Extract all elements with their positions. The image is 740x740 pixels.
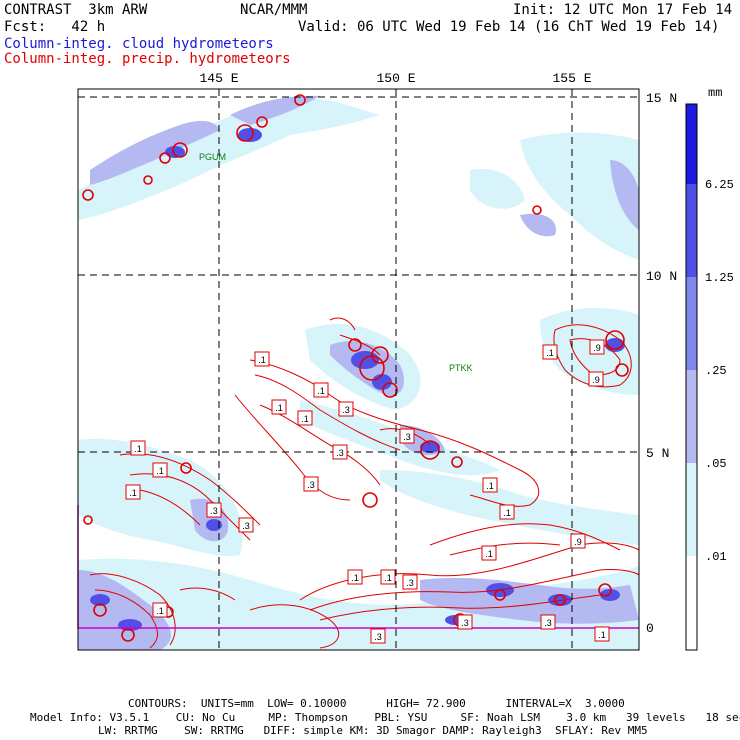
contour-label-box [402,574,418,590]
legend-level-125: 1.25 [705,271,734,285]
contour-label: .3 [336,448,344,458]
contour-label-box [303,476,319,492]
lon-label-155: 155 E [552,71,591,86]
contour-label-box [370,628,386,644]
contour-label-box [542,344,558,360]
contour-label-box [570,533,586,549]
lat-label-15n: 15 N [646,91,677,106]
legend-level-025: .25 [705,364,727,378]
legend-level-005: .05 [705,457,727,471]
legend-colorbar [685,103,698,651]
station-ptkk: PTKK [449,363,473,373]
contour-label-box [125,484,141,500]
contour-label: .3 [242,521,250,531]
lon-label-150: 150 E [376,71,415,86]
contour-label: .1 [486,481,494,491]
contour-label: .3 [461,618,469,628]
contour-label-box [481,545,497,561]
contour-label-box [238,517,254,533]
lat-label-10n: 10 N [646,269,677,284]
contour-label: .3 [374,632,382,642]
contour-label-box [338,401,354,417]
contour-label-box [130,440,146,456]
contour-label: .3 [544,618,552,628]
contour-label: .1 [258,355,266,365]
contour-label-box [594,626,610,642]
lat-lon-grid [78,89,639,650]
model-info-line2: LW: RRTMG SW: RRTMG DIFF: simple KM: 3D … [98,724,648,737]
contour-label-box [399,428,415,444]
legend-level-001: .01 [705,550,727,564]
contour-label-box [380,569,396,585]
contour-label: .3 [403,432,411,442]
lat-label-0: 0 [646,621,654,636]
init-time: Init: 12 UTC Mon 17 Feb 14 [513,2,733,18]
contour-label: .3 [406,578,414,588]
contour-label: .1 [129,488,137,498]
contour-label-box [499,504,515,520]
contour-label: .9 [592,375,600,385]
contour-label: .1 [384,573,392,583]
contour-label: .1 [598,630,606,640]
contour-label-box [152,602,168,618]
contour-labels: .1 .1 .1 .1 .1 .1 .1 .1 .1 .1 .1 .1 .1 .1 .1 .3 .3 .3 .3 .3… [125,339,610,644]
contour-label-box [589,339,605,355]
contour-label-box [313,382,329,398]
contour-label: .3 [342,405,350,415]
contour-label-box [540,614,556,630]
legend-band-2 [686,277,697,370]
precip-field-label: Column-integ. precip. hydrometeors [4,51,291,67]
contour-label-box [457,614,473,630]
legend-level-625: 6.25 [705,178,734,192]
contour-label: .1 [275,403,283,413]
contour-label: .3 [210,506,218,516]
contour-info: CONTOURS: UNITS=mm LOW= 0.10000 HIGH= 72… [128,697,625,710]
model-title: CONTRAST 3km ARW [4,2,148,18]
legend-band-0 [686,104,697,184]
contour-label: .3 [307,480,315,490]
contour-label: .1 [156,606,164,616]
contour-label-box [254,351,270,367]
contour-label: .1 [156,466,164,476]
legend-band-1 [686,184,697,277]
contour-label-box [588,371,604,387]
contour-label-box [332,444,348,460]
contour-label: .1 [351,573,359,583]
legend-band-3 [686,370,697,463]
contour-label-box [297,410,313,426]
lat-label-5n: 5 N [646,446,669,461]
legend-unit: mm [708,86,722,100]
contour-label: .9 [593,343,601,353]
valid-time: Valid: 06 UTC Wed 19 Feb 14 (16 ChT Wed … [298,19,720,35]
legend-band-4 [686,463,697,556]
forecast-hour: Fcst: 42 h [4,19,106,35]
contour-label: .1 [317,386,325,396]
lon-label-145: 145 E [199,71,238,86]
contour-label-box [206,502,222,518]
model-info-line1: Model Info: V3.5.1 CU: No Cu MP: Thompso… [30,711,740,724]
contour-label: .9 [574,537,582,547]
contour-label: .1 [301,414,309,424]
org-label: NCAR/MMM [240,2,308,18]
forecast-map: 145 E 150 E 155 E 15 N 10 N 5 N 0 [77,71,734,651]
station-pgum: PGUM [199,152,226,162]
plot-frame [77,88,640,651]
contour-label: .1 [503,508,511,518]
contour-label-box [482,477,498,493]
contour-label: .1 [134,444,142,454]
legend-band-5 [686,556,697,650]
contour-label: .1 [546,348,554,358]
contour-label: .1 [485,549,493,559]
contour-label-box [152,462,168,478]
contour-label-box [271,399,287,415]
cloud-field-label: Column-integ. cloud hydrometeors [4,36,274,52]
contour-label-box [347,569,363,585]
